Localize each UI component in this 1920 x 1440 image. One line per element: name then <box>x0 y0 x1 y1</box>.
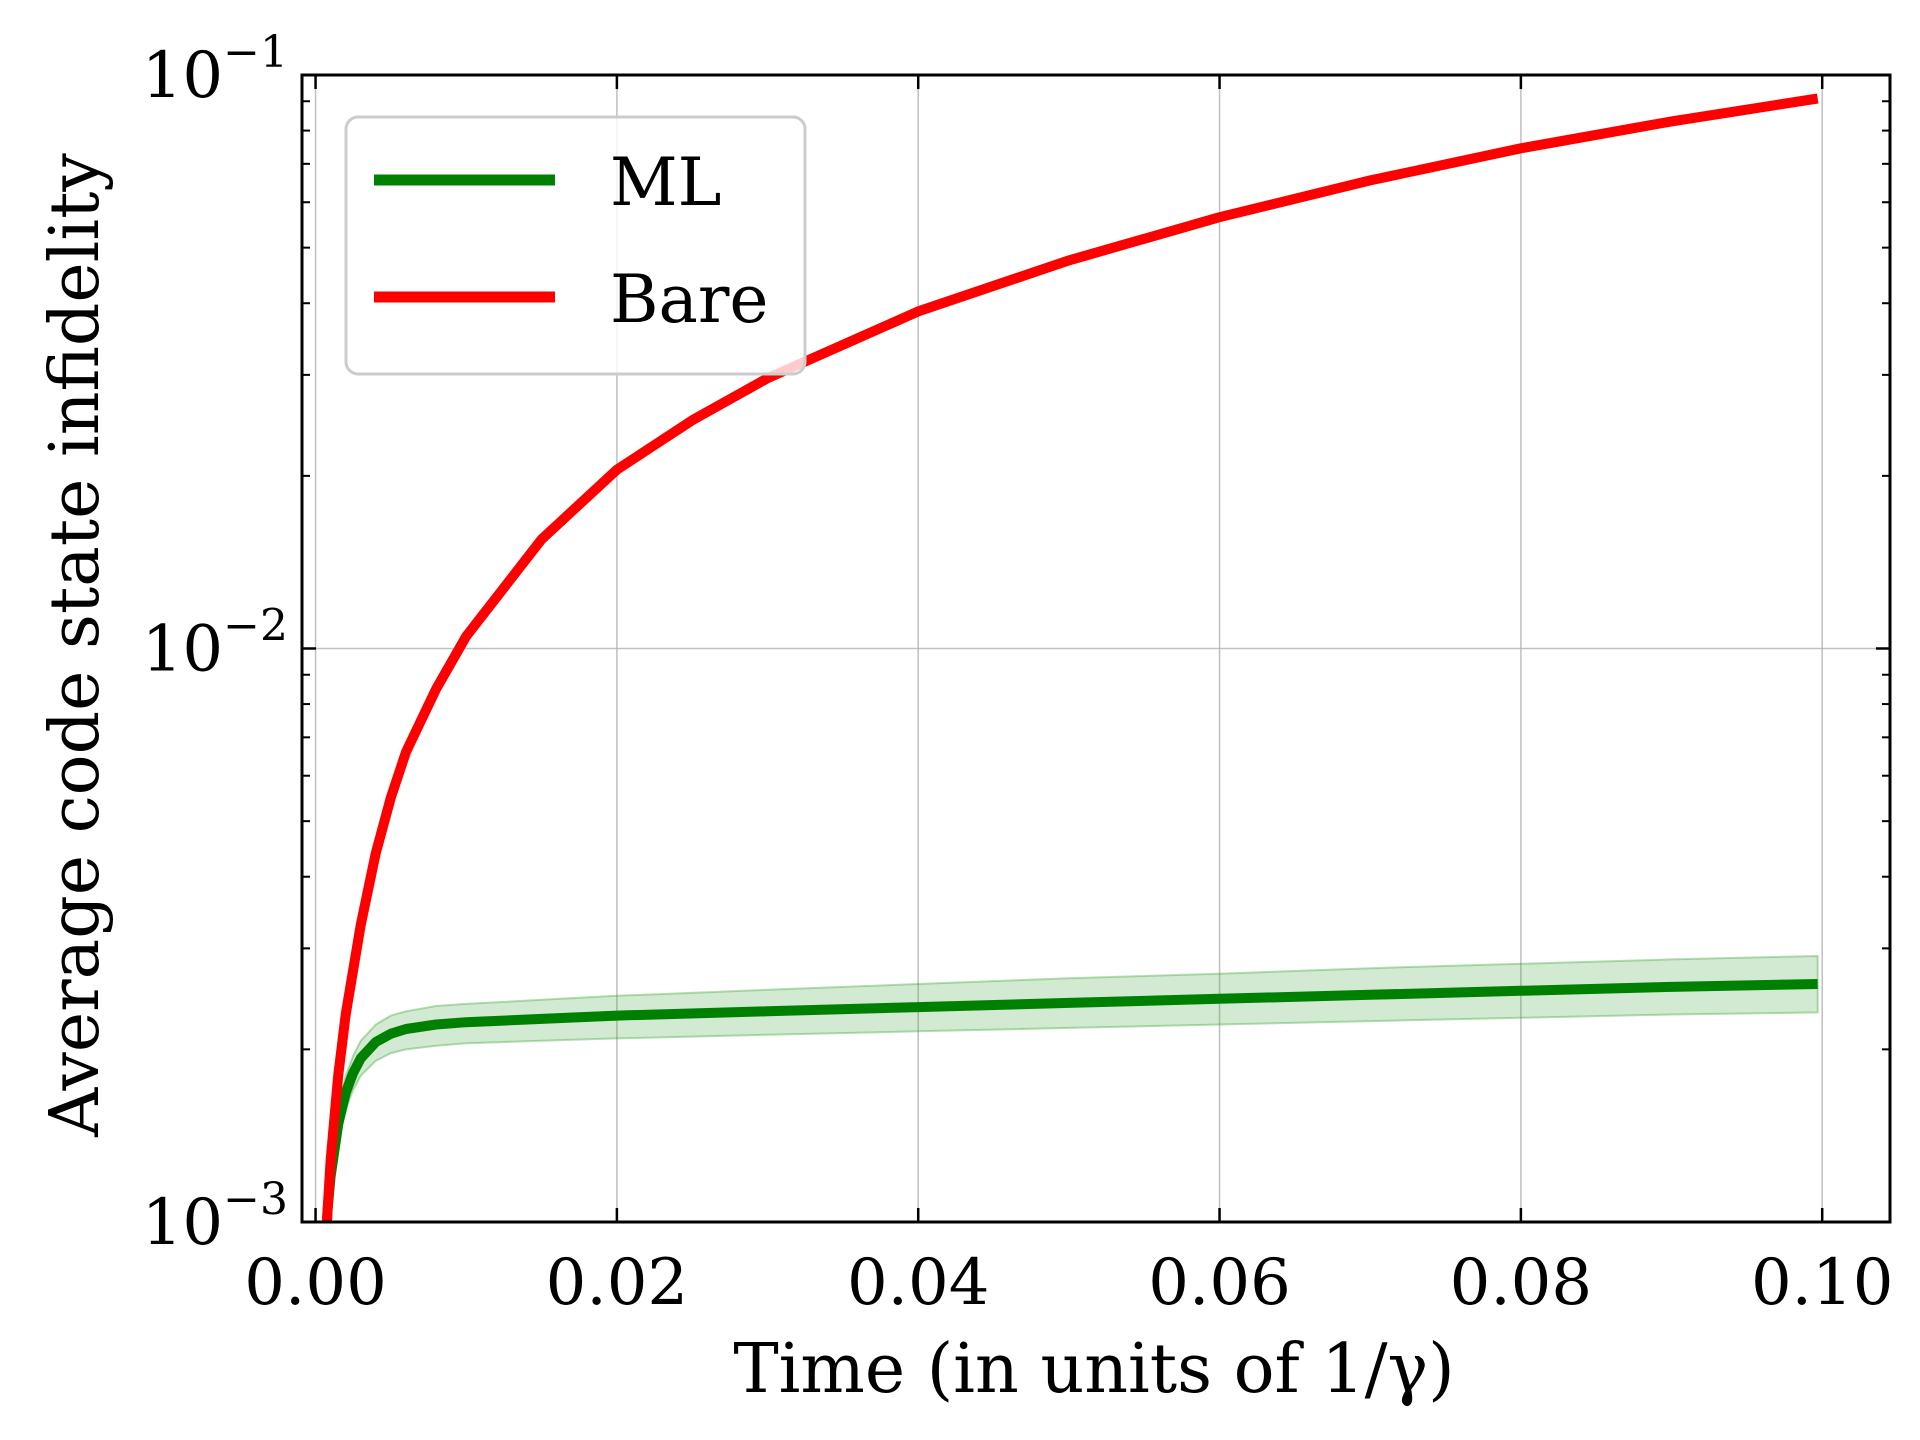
y-tick-base: 10 <box>142 39 223 113</box>
y-axis-label: Average code state infidelity <box>36 153 115 1138</box>
series-line-bare <box>321 93 1819 1222</box>
legend: ML Bare <box>344 115 807 376</box>
series-lines <box>321 93 1819 1222</box>
y-tick-exponent: −2 <box>223 601 288 652</box>
legend-label-bare: Bare <box>610 261 768 338</box>
x-tick-labels: 0.00 0.02 0.04 0.06 0.08 0.10 <box>244 1246 1893 1320</box>
y-tick-labels: 10−110−210−3 <box>142 27 288 1260</box>
y-tick-exponent: −1 <box>223 27 288 78</box>
y-tick-label: 10−3 <box>142 1174 288 1260</box>
x-tick-label: 0.06 <box>1148 1246 1291 1320</box>
y-tick-label: 10−1 <box>142 27 288 113</box>
x-tick-label: 0.08 <box>1450 1246 1593 1320</box>
ml-band-area <box>325 954 1819 1222</box>
legend-label-ml: ML <box>610 144 721 221</box>
x-tick-label: 0.02 <box>546 1246 689 1320</box>
series-line-ml <box>321 979 1818 1222</box>
x-tick-label: 0.10 <box>1751 1246 1894 1320</box>
x-axis-label: Time (in units of 1/γ) <box>733 1330 1454 1409</box>
y-tick-base: 10 <box>142 1186 223 1260</box>
y-tick-label: 10−2 <box>142 601 288 687</box>
y-tick-base: 10 <box>142 613 223 687</box>
y-tick-exponent: −3 <box>223 1174 288 1225</box>
axis-ticks <box>302 73 1890 1224</box>
x-tick-label: 0.04 <box>847 1246 990 1320</box>
x-tick-label: 0.00 <box>244 1246 387 1320</box>
ml-confidence-band <box>325 954 1819 1222</box>
